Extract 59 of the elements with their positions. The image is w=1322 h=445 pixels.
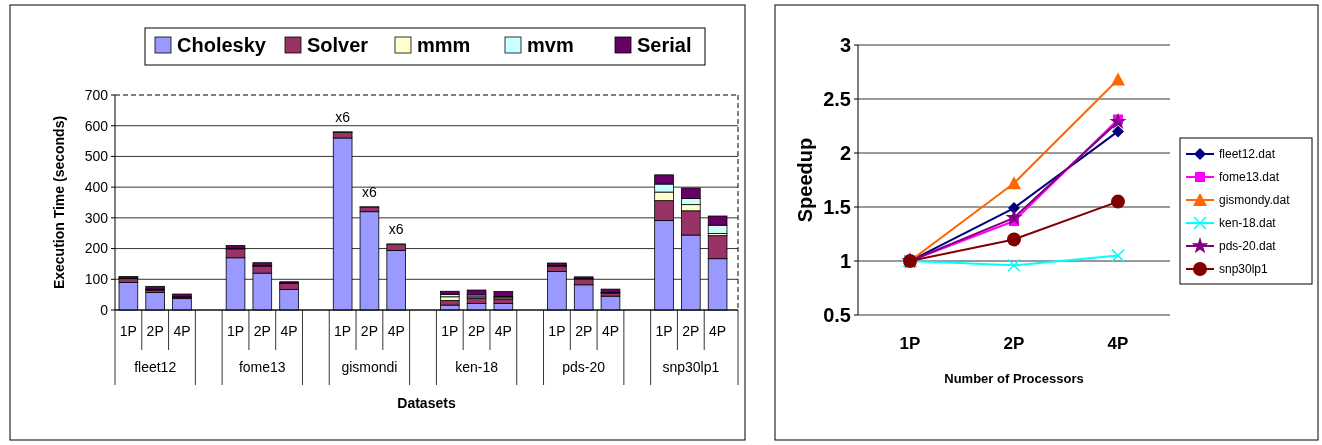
x-tick-label: 1P [548,322,566,339]
x-tick-label: 2P [253,322,271,339]
y-tick-label: 3 [839,34,851,56]
legend-label: mmm [417,34,471,56]
data-label: x6 [335,108,351,125]
y-tick-label: 700 [84,86,109,103]
x-tick-label: 1P [119,322,137,339]
legend-label: Solver [307,34,369,56]
x-tick-label: 4P [280,322,298,339]
y-axis-title: Speedup [794,137,816,223]
legend-label: snp30lp1 [1219,262,1269,277]
data-label: x6 [362,183,378,200]
x-tick-label: 2P [468,322,486,339]
legend-label: mvm [527,34,574,56]
y-tick-label: 400 [84,179,109,196]
y-tick-label: 100 [84,271,109,288]
x-tick-label: 4P [173,322,191,339]
text: fome13 [238,358,286,375]
x-tick-label: 2P [575,322,593,339]
y-tick-label: 500 [84,148,109,165]
x-tick-label: 2P [1003,333,1025,353]
legend-label: fleet12.dat [1219,147,1276,162]
y-tick-label: 200 [84,240,109,257]
legend-label: Serial [637,34,692,56]
y-tick-label: 0.5 [823,304,851,326]
legend-label: Cholesky [177,34,267,56]
x-axis-title: Number of Processors [944,371,1084,386]
y-axis-title: Execution Time (seconds) [51,115,67,290]
data-label: x6 [388,220,404,237]
x-tick-label: 4P [601,322,620,339]
y-tick-label: 1.5 [823,196,851,218]
legend-label: pds-20.dat [1219,239,1277,254]
x-tick-label: 2P [682,322,700,339]
text: fleet12 [134,358,177,375]
legend-label: gismondy.dat [1219,193,1291,208]
text: pds-20 [562,358,606,375]
x-tick-label: 1P [441,322,459,339]
y-tick-label: 2.5 [823,88,851,110]
x-tick-label: 1P [655,322,673,339]
x-tick-label: 2P [360,322,378,339]
legend-label: ken-18.dat [1219,216,1277,231]
x-axis-title: Datasets [397,395,456,411]
x-tick-label: 1P [226,322,245,339]
x-tick-label: 1P [899,333,921,353]
y-tick-label: 0 [100,301,109,318]
y-tick-label: 600 [84,117,109,134]
legend-label: fome13.dat [1219,170,1280,185]
x-tick-label: 4P [387,322,405,339]
x-tick-label: 4P [1107,333,1129,353]
x-tick-label: 4P [709,322,727,339]
text: ken-18 [455,358,499,375]
text: gismondi [341,358,398,375]
x-tick-label: 2P [146,322,164,339]
x-tick-label: 4P [494,322,512,339]
y-tick-label: 2 [839,142,851,164]
y-tick-label: 1 [839,250,851,272]
y-tick-label: 300 [84,209,109,226]
text: snp30lp1 [662,358,720,375]
x-tick-label: 1P [334,322,352,339]
